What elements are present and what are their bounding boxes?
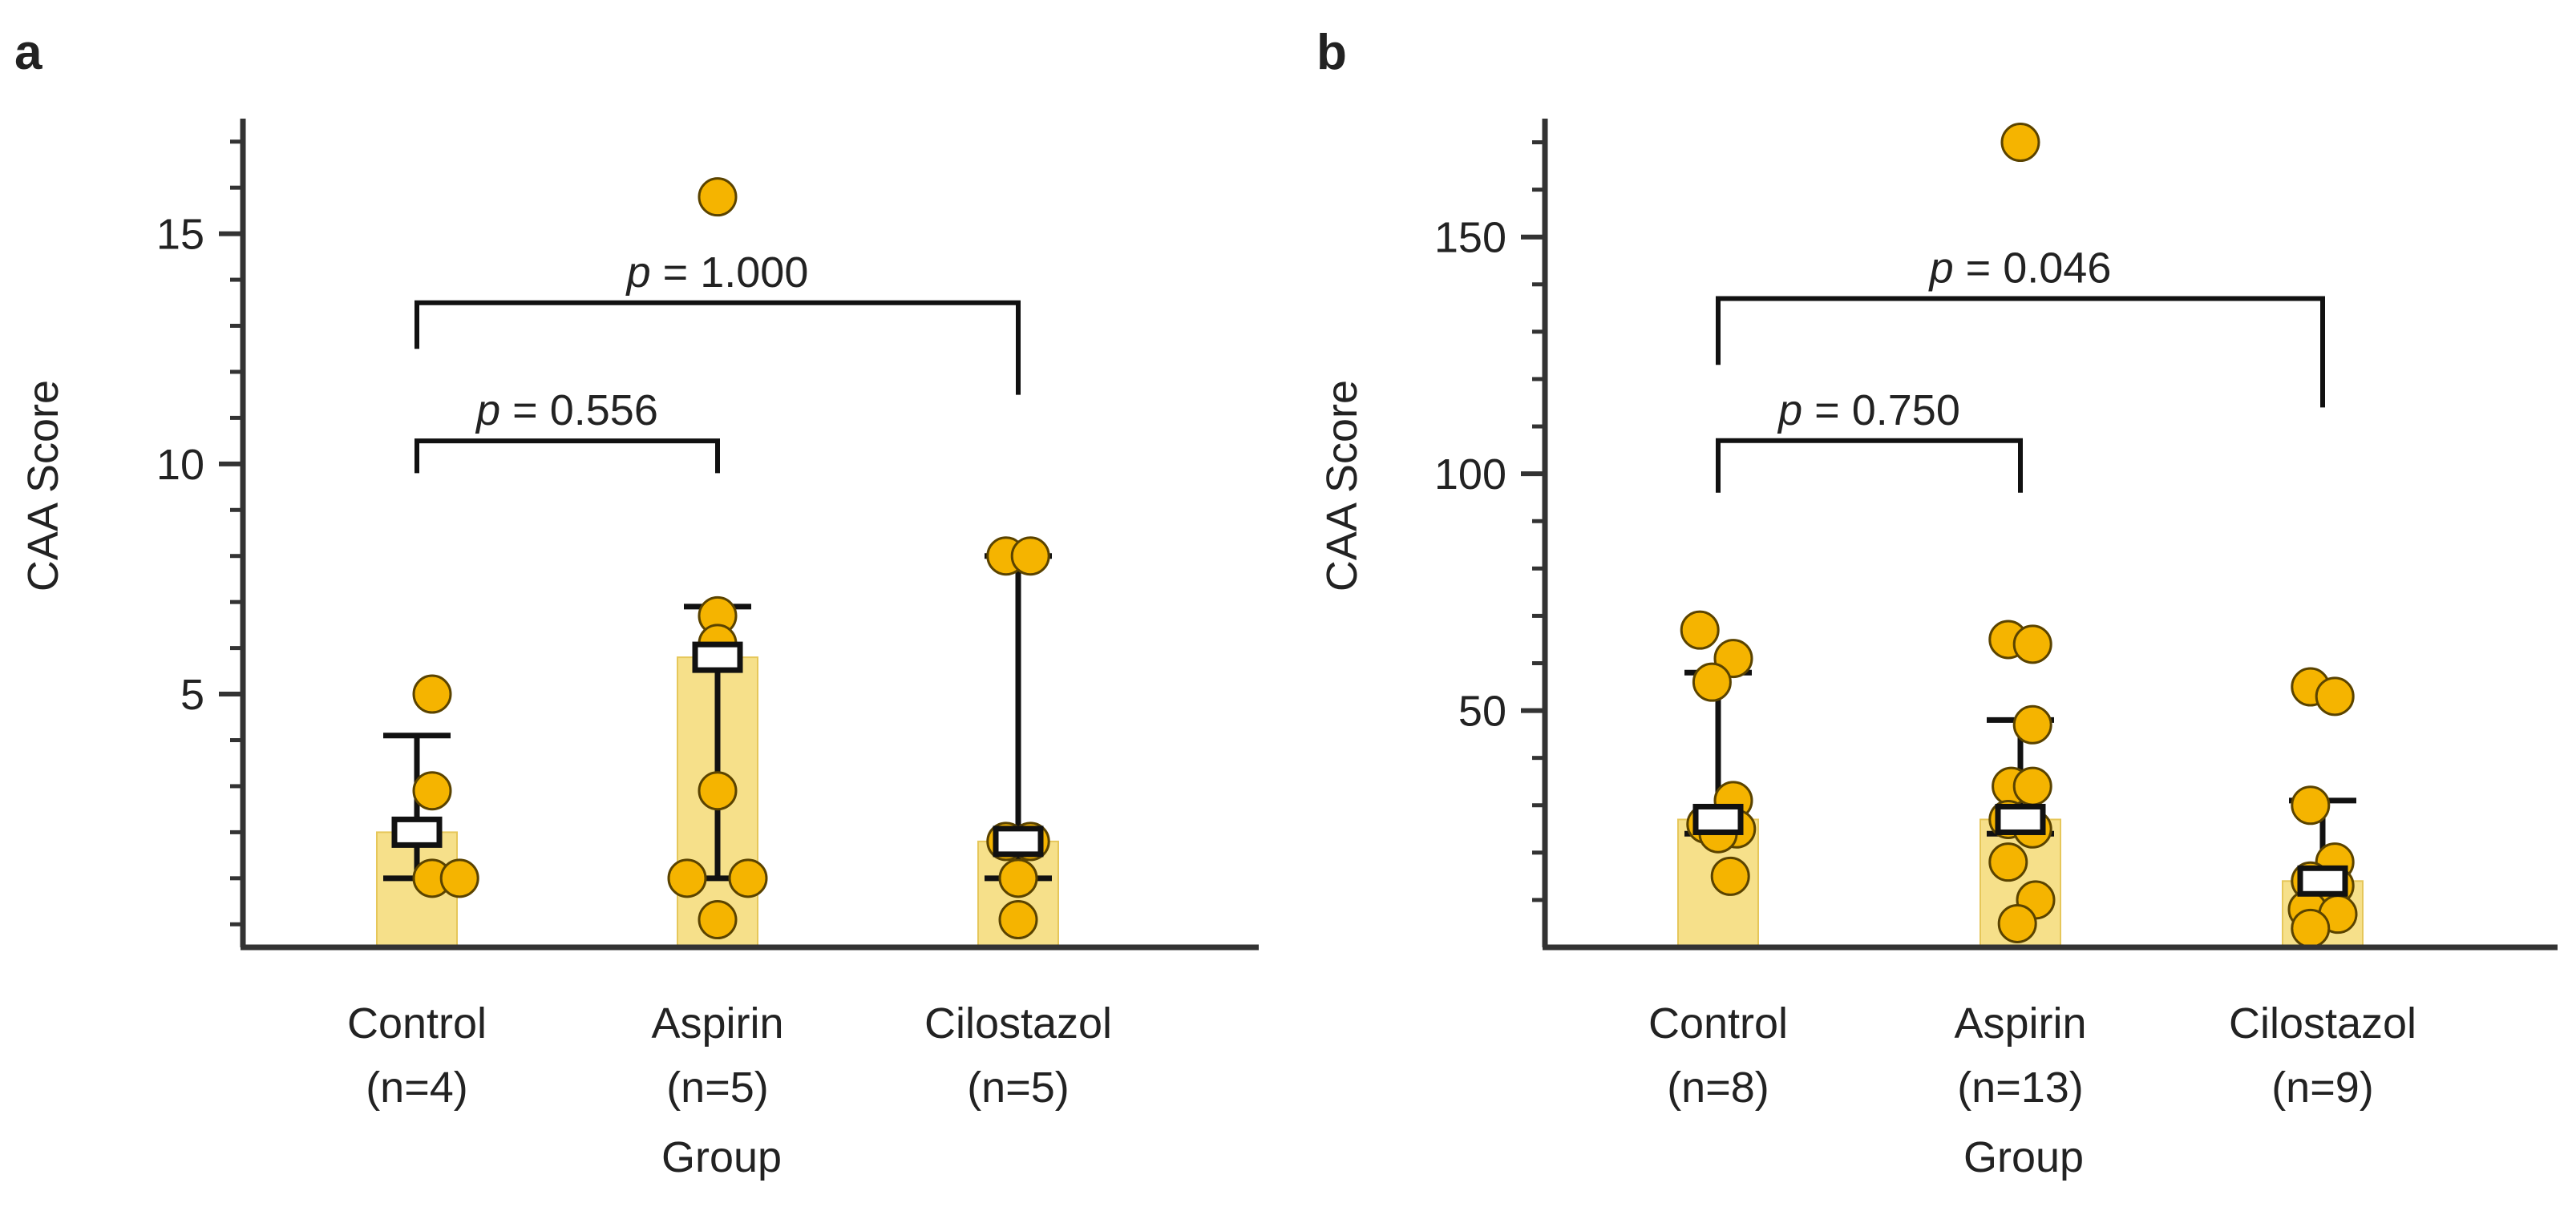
- x-category-n-label: (n=4): [366, 1064, 468, 1112]
- p-symbol: p: [475, 386, 500, 434]
- p-value-label: p = 1.000: [625, 248, 809, 297]
- p-value-label: p = 0.556: [475, 386, 658, 434]
- p-value-label: p = 0.750: [1777, 386, 1960, 434]
- median-marker: [993, 826, 1044, 858]
- data-point: [2000, 123, 2040, 163]
- points-layer: [1680, 123, 2358, 948]
- data-point: [2315, 676, 2355, 717]
- data-point: [998, 858, 1038, 898]
- p-value: = 1.000: [651, 248, 809, 297]
- data-point: [439, 858, 479, 898]
- data-point: [2012, 766, 2052, 806]
- data-point: [698, 771, 738, 811]
- significance-bracket: [1716, 438, 2023, 493]
- x-category-n-label: (n=13): [1957, 1064, 2084, 1112]
- p-symbol: p: [1928, 244, 1954, 293]
- y-tick-label: 15: [156, 211, 204, 259]
- data-point: [698, 177, 738, 217]
- median-marker: [1995, 803, 2046, 835]
- data-point: [412, 674, 452, 714]
- y-tick-label: 5: [180, 671, 204, 719]
- data-point: [667, 858, 707, 898]
- x-category-n-label: (n=8): [1667, 1064, 1769, 1112]
- data-point: [1010, 536, 1050, 576]
- data-point: [2291, 785, 2331, 826]
- axes-layer: 50 100 150 Control (n=8) Aspirin (n=13) Cilosta…: [1434, 119, 2558, 1112]
- x-category-n-label: (n=5): [967, 1064, 1070, 1112]
- y-axis-title: CAA Score: [19, 380, 67, 591]
- data-point: [1997, 903, 2037, 943]
- p-symbol: p: [625, 248, 651, 297]
- data-point: [1692, 662, 1732, 702]
- x-axis-title: Group: [661, 1133, 782, 1181]
- x-category-label: Cilostazol: [2229, 999, 2416, 1048]
- y-tick-label: 10: [156, 441, 204, 489]
- axes-layer: 5 10 15 Control (n=4) Aspirin (n=5) Cilostazol (…: [156, 119, 1259, 1112]
- x-axis-title: Group: [1963, 1133, 2084, 1181]
- median-marker: [391, 816, 443, 848]
- x-category-label: Control: [347, 999, 487, 1048]
- data-point: [2291, 908, 2331, 948]
- x-category-label: Aspirin: [651, 999, 783, 1048]
- p-value: = 0.750: [1802, 386, 1960, 434]
- data-point: [1988, 842, 2028, 882]
- data-point: [2012, 624, 2052, 664]
- median-marker: [2297, 865, 2348, 897]
- y-tick-label: 100: [1434, 450, 1506, 499]
- significance-bracket: [415, 438, 720, 474]
- data-point: [698, 900, 738, 940]
- y-axis-title: CAA Score: [1318, 380, 1366, 591]
- median-marker: [692, 641, 743, 673]
- y-tick-label: 50: [1458, 688, 1506, 736]
- data-point: [728, 858, 768, 898]
- x-category-n-label: (n=9): [2271, 1064, 2374, 1112]
- data-point: [412, 771, 452, 811]
- p-value: = 0.046: [1954, 244, 2112, 293]
- significance-bracket: [1716, 296, 2325, 408]
- data-point: [998, 900, 1038, 940]
- p-value: = 0.556: [500, 386, 658, 434]
- significance-bracket: [415, 300, 1021, 395]
- points-layer: [391, 177, 1050, 940]
- x-category-label: Aspirin: [1954, 999, 2086, 1048]
- panel-letter: b: [1316, 25, 1347, 80]
- x-category-n-label: (n=5): [666, 1064, 769, 1112]
- data-point: [1710, 856, 1750, 896]
- panel-letter: a: [14, 25, 42, 80]
- x-category-label: Control: [1648, 999, 1788, 1048]
- data-point: [1680, 610, 1720, 650]
- median-marker: [1692, 803, 1744, 835]
- p-symbol: p: [1777, 386, 1802, 434]
- x-category-label: Cilostazol: [924, 999, 1112, 1048]
- y-tick-label: 150: [1434, 214, 1506, 262]
- p-value-label: p = 0.046: [1928, 244, 2112, 293]
- data-point: [2012, 704, 2052, 745]
